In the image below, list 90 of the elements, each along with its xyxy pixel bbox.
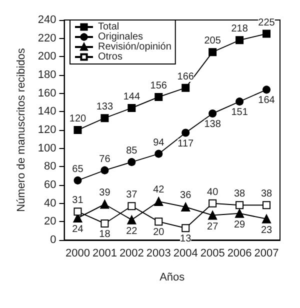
data-label: 39 <box>99 187 111 198</box>
point <box>128 202 136 210</box>
point <box>236 36 244 44</box>
point <box>208 48 217 56</box>
data-label: 13 <box>180 234 192 245</box>
data-label: 23 <box>260 224 273 236</box>
x-tick-label: 2006 <box>227 248 252 260</box>
point <box>262 201 271 210</box>
data-label: 20 <box>153 227 165 238</box>
data-label: 117 <box>178 138 194 150</box>
point <box>154 93 163 101</box>
legend-label: Originales <box>98 32 144 42</box>
point <box>235 208 244 218</box>
point <box>182 224 190 232</box>
data-label: 205 <box>204 36 222 47</box>
data-label: 38 <box>260 188 273 200</box>
y-tick-label: 200 <box>38 50 56 63</box>
data-label: 40 <box>207 186 219 198</box>
data-label: 76 <box>99 154 111 165</box>
y-tick-label: 220 <box>38 32 56 44</box>
point <box>74 176 82 184</box>
data-label: 164 <box>258 95 276 106</box>
y-tick-label: 80 <box>44 160 56 173</box>
data-label: 22 <box>126 226 138 237</box>
point <box>236 201 244 210</box>
x-tick-label: 2001 <box>92 248 117 260</box>
data-label: 37 <box>126 190 138 201</box>
point <box>100 220 109 228</box>
point <box>262 214 272 224</box>
point <box>262 86 271 94</box>
point <box>100 166 109 174</box>
point <box>182 84 190 92</box>
data-label: 24 <box>72 224 84 235</box>
data-label: 218 <box>231 24 248 35</box>
point <box>74 126 82 134</box>
point <box>74 208 82 216</box>
y-axis-title: Número de manuscritos recibidos <box>16 48 28 212</box>
x-tick-label: 2007 <box>254 248 279 260</box>
y-tick-label: 120 <box>38 124 56 136</box>
data-label: 38 <box>234 188 246 200</box>
y-tick-label: 180 <box>38 69 56 81</box>
data-label: 156 <box>150 80 168 92</box>
y-tick-label: 100 <box>38 142 56 154</box>
data-label: 166 <box>177 71 194 82</box>
point <box>181 202 190 212</box>
data-label: 94 <box>153 137 165 148</box>
data-label: 138 <box>204 119 222 130</box>
y-tick-label: 160 <box>38 87 56 100</box>
point <box>182 128 190 137</box>
y-tick-label: 0 <box>50 234 56 246</box>
data-label: 42 <box>153 184 165 196</box>
data-label: 18 <box>99 229 111 240</box>
x-tick-label: 2005 <box>200 248 225 260</box>
x-axis-title: Años <box>160 272 186 284</box>
x-tick-label: 2002 <box>119 248 144 260</box>
point <box>208 110 217 118</box>
data-label: 29 <box>234 219 246 230</box>
legend-label: Otros <box>98 52 122 62</box>
x-tick-label: 2003 <box>146 248 171 260</box>
legend-label: Revisión/opinión <box>98 42 172 52</box>
point <box>128 104 136 112</box>
data-label: 27 <box>207 221 219 232</box>
point <box>236 98 244 106</box>
data-label: 31 <box>72 195 84 206</box>
y-tick-label: 60 <box>44 179 56 191</box>
point <box>262 30 271 38</box>
y-tick-label: 240 <box>38 14 56 26</box>
x-tick-label: 2000 <box>65 248 90 260</box>
point <box>208 199 217 208</box>
point <box>128 158 136 166</box>
point <box>127 215 136 224</box>
data-label: 85 <box>126 146 138 157</box>
point <box>100 114 109 122</box>
data-label: 133 <box>96 102 114 113</box>
x-tick-label: 2004 <box>173 248 198 260</box>
y-tick-label: 40 <box>44 197 56 210</box>
legend-label: Total <box>98 22 120 32</box>
data-label: 225 <box>258 17 276 28</box>
data-label: 36 <box>180 190 192 201</box>
point <box>154 218 163 226</box>
point <box>154 197 164 206</box>
data-label: 144 <box>123 92 140 102</box>
data-label: 120 <box>69 114 87 124</box>
data-label: 151 <box>231 107 248 118</box>
point <box>154 150 163 158</box>
y-tick-label: 20 <box>44 216 56 228</box>
point <box>208 210 218 220</box>
point <box>100 200 110 209</box>
data-label: 65 <box>72 164 84 175</box>
y-tick-label: 140 <box>38 106 56 118</box>
